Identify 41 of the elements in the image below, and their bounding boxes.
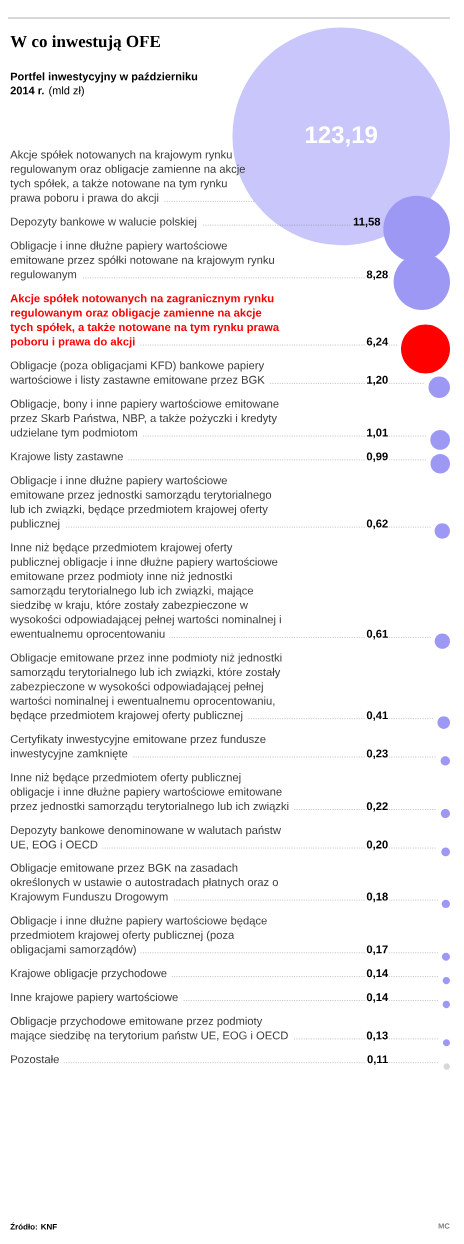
data-label: 0,18 <box>366 892 388 903</box>
data-label: 0,99 <box>366 452 388 462</box>
data-label: 8,28 <box>366 270 388 280</box>
category-label: Krajowe listy zastawne <box>11 452 123 463</box>
data-label: 1,20 <box>367 375 388 386</box>
data-label: 0,14 <box>366 969 389 979</box>
category-label: Inne krajowe papiery wartościowe <box>11 992 178 1004</box>
data-label: 11,58 <box>353 217 381 228</box>
category-label: Depozyty bankowe w walucie polskiej <box>11 217 197 228</box>
data-label: 0,20 <box>366 840 388 851</box>
data-label: 0,22 <box>366 802 388 812</box>
category-label: Depozyty bankowe denominowane w walutach państw UE, EOG i OECD <box>11 825 281 850</box>
data-label: 6,24 <box>366 337 389 348</box>
category-label: Obligacje, bony i inne papiery wartościowe emitowane przez Skarb Państwa, NBP, a także pożyczki i kredyty udzielane tym podmiotom <box>10 399 279 439</box>
category-label: Obligacje emitowane przez BGK na zasadach określonych w ustawie o autostradach płatnych oraz o Krajowym Funduszu Drogowym <box>10 863 278 903</box>
data-label: 0,17 <box>366 945 388 955</box>
data-label: 0,11 <box>367 1055 388 1065</box>
data-label: 0,13 <box>366 1031 388 1042</box>
data-label: 0,14 <box>366 993 389 1003</box>
category-label: Pozostałe <box>11 1055 59 1064</box>
data-label: 0,41 <box>366 711 388 721</box>
category-label: Obligacje emitowane przez inne podmioty niż jednostki samorządu terytorialnego lub ich związki, które zostały zabezpieczone w wysokości odpowiadającej pełnej wartości nominalnej i ewentualnemu oprocentowaniu, będące przedmiotem krajowej oferty publicznej <box>10 653 282 722</box>
category-label: Inne niż będące przedmiotem krajowej oferty publicznej obligacje i inne dłużne papiery wartościowe emitowane przez podmioty inne niż jednostki samorządu terytorialnego lub ich związki, mające siedzibę w kraju, które zostały zabezpieczone w wysokości odpowiadającej pełnej wartości nominalnej i ewentualnemu oprocentowaniu <box>10 543 281 640</box>
category-label: Krajowe obligacje przychodowe <box>11 968 167 980</box>
category-label: Obligacje i inne dłużne papiery wartościowe emitowane przez jednostki samorządu terytorialnego lub ich związki, będące przedmiotem krajowej oferty publicznej <box>10 475 272 530</box>
data-label: 0,61 <box>366 629 388 640</box>
category-label: Akcje spółek notowanych na zagranicznym rynku regulowanym oraz obligacje zamienne na akcje tych spółek, a także notowane na tym rynku prawa poboru i prawa do akcji <box>10 293 280 348</box>
data-label: 0,62 <box>366 519 388 530</box>
category-label: Obligacje i inne dłużne papiery wartościowe emitowane przez spółki notowane na krajowym rynku regulowanym <box>10 241 274 281</box>
category-label: Obligacje i inne dłużne papiery wartościowe będące przedmiotem krajowej oferty publicznej (poza obligacjami samorządów) <box>10 916 267 956</box>
text: W co inwestują OFE <box>10 35 160 51</box>
text: Portfel inwestycyjny w październiku 2014 r. (mld zł) <box>10 72 198 97</box>
text: Źródło: KNF <box>10 1222 57 1230</box>
category-label: Akcje spółek notowanych na krajowym rynku regulowanym oraz obligacje zamienne na akcje tych spółek, a także notowane na tym rynku prawa poboru i prawa do akcji <box>10 150 245 204</box>
category-label: Inne niż będące przedmiotem oferty publicznej obligacje i inne dłużne papiery wartościowe emitowane przez jednostki samorządu terytorialnego lub ich związki <box>10 773 289 813</box>
category-label: Obligacje przychodowe emitowane przez podmioty mające siedzibę na terytorium państw UE, EOG i OECD <box>10 1016 288 1042</box>
category-label: Certyfikaty inwestycyjne emitowane przez fundusze inwestycyjne zamknięte <box>10 734 266 760</box>
data-label: 1,01 <box>367 428 388 439</box>
category-label: Obligacje (poza obligacjami KFD) bankowe papiery wartościowe i listy zastawne emitowane przez BGK <box>10 361 265 386</box>
data-label: 123,19 <box>306 126 378 147</box>
data-label: 0,23 <box>366 749 388 760</box>
